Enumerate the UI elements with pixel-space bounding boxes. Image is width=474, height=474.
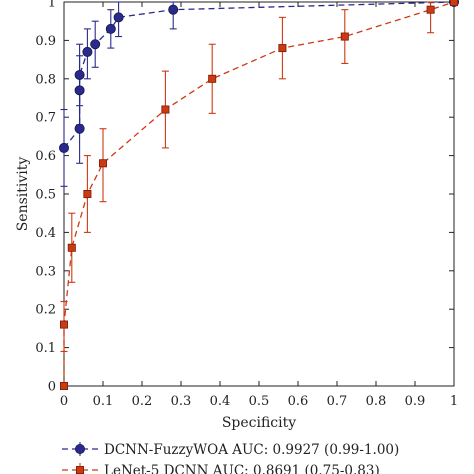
x-tick-label: 0 (60, 394, 68, 409)
data-point (168, 4, 179, 15)
data-point (67, 243, 76, 252)
y-tick-label: 0.9 (35, 34, 56, 49)
data-point (113, 12, 124, 23)
data-point (161, 105, 170, 114)
y-axis-title: Sensitivity (15, 157, 31, 232)
legend-item-2: LeNet-5 DCNN AUC: 0.8691 (0.75-0.83) (62, 463, 380, 474)
data-point (105, 23, 116, 34)
data-point (74, 69, 85, 80)
y-tick-label: 0.2 (35, 303, 56, 318)
x-tick-label: 0.4 (210, 394, 231, 409)
x-tick-label: 0.2 (132, 394, 153, 409)
data-point (82, 46, 93, 57)
y-tick-label: 0.5 (35, 188, 56, 203)
y-tick-label: 0.3 (35, 264, 56, 279)
data-point (60, 381, 69, 390)
legend-marker (75, 443, 86, 454)
y-tick-label: 0.6 (35, 149, 56, 164)
data-point (60, 320, 69, 329)
x-tick-label: 0.9 (405, 394, 426, 409)
x-tick-label: 1 (450, 394, 458, 409)
x-tick-label: 0.6 (288, 394, 309, 409)
series-2 (60, 0, 458, 390)
data-point (278, 44, 287, 53)
legend: DCNN-FuzzyWOA AUC: 0.9927 (0.99-1.00) LeN… (62, 442, 399, 474)
x-axis-title: Specificity (222, 415, 296, 431)
data-point (74, 85, 85, 96)
plot-area (59, 0, 459, 390)
series-layer (59, 0, 459, 390)
ticks: 0 0.1 0.2 0.3 0.4 0.5 0.6 0.7 0.8 0.9 1 0 0.1 0.2 0.3 0… (35, 0, 458, 409)
data-point (90, 39, 101, 50)
x-tick-label: 0.7 (327, 394, 348, 409)
x-tick-label: 0.3 (171, 394, 192, 409)
legend-label: DCNN-FuzzyWOA AUC: 0.9927 (0.99-1.00) (104, 442, 399, 458)
y-tick-label: 0 (48, 380, 56, 395)
data-point (426, 5, 435, 14)
data-point (74, 123, 85, 134)
x-tick-label: 0.1 (93, 394, 114, 409)
legend-marker (76, 465, 85, 474)
data-point (99, 159, 108, 168)
data-point (83, 189, 92, 198)
series-line (63, 1, 455, 149)
data-point (59, 142, 70, 153)
data-point (208, 74, 217, 83)
y-tick-label: 0.1 (35, 341, 56, 356)
plot-frame (63, 1, 455, 387)
x-tick-label: 0.5 (249, 394, 270, 409)
data-point (340, 32, 349, 41)
legend-item-1: DCNN-FuzzyWOA AUC: 0.9927 (0.99-1.00) (62, 442, 399, 458)
data-point (449, 0, 458, 6)
axes (63, 1, 455, 387)
series-1 (59, 0, 459, 187)
legend-label: LeNet-5 DCNN AUC: 0.8691 (0.75-0.83) (104, 463, 380, 474)
y-tick-label: 1 (48, 0, 56, 11)
y-tick-label: 0.7 (35, 111, 56, 126)
series-line (63, 1, 455, 386)
x-tick-label: 0.8 (366, 394, 387, 409)
y-tick-label: 0.4 (35, 226, 56, 241)
y-tick-label: 0.8 (35, 72, 56, 87)
